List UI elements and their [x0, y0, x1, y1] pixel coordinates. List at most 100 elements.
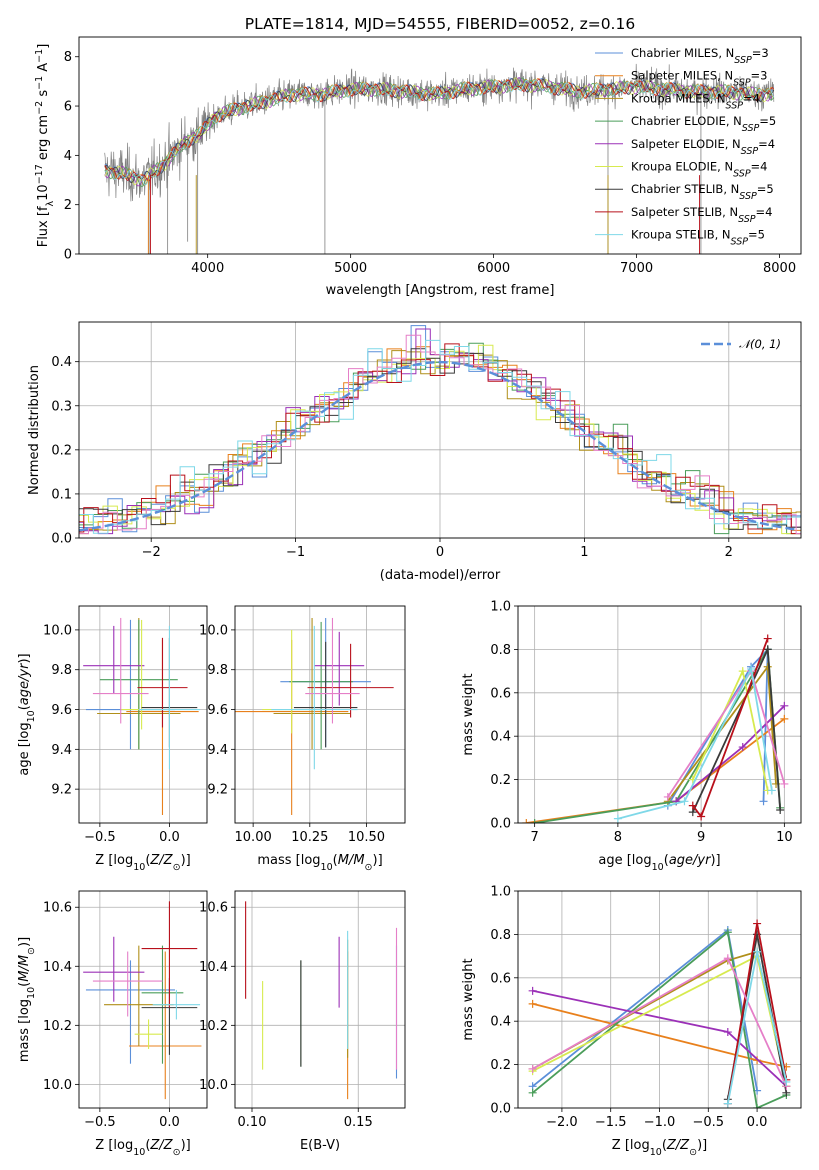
x-tick-label: 7 [531, 830, 539, 845]
x-tick-label: −1.0 [644, 1115, 676, 1130]
y-tick-label: 9.2 [51, 783, 72, 798]
weight-series-2 [526, 718, 785, 823]
y-axis-label: Flux [fλ10−17 erg cm−2 s−1 A−1] [34, 44, 56, 248]
weight-series-1 [532, 928, 758, 1091]
spectrum-panel: 4000 5000 6000 7000 8000 0 2 4 6 8 PLATE=1814, MJD… [34, 15, 802, 298]
legend-entry: Salpeter MILES, NSSP=3 [631, 69, 768, 89]
x-tick-label: 0 [436, 545, 444, 560]
y-tick-label: 0.4 [51, 355, 72, 370]
y-axis-label: mass weight [461, 958, 476, 1040]
x-tick-label: 0.0 [159, 1115, 180, 1130]
legend-entry: Salpeter ELODIE, NSSP=4 [631, 137, 775, 157]
x-tick-label: 0.0 [159, 830, 180, 845]
x-tick-label: 10 [776, 830, 793, 845]
weight-point [613, 814, 622, 823]
weight-point [697, 812, 706, 821]
weight-point [528, 986, 537, 995]
legend-entry: Kroupa ELODIE, NSSP=4 [631, 160, 768, 180]
legend-entry: Chabrier ELODIE, NSSP=5 [631, 114, 776, 134]
legend-entry: Kroupa STELIB, NSSP=5 [631, 228, 765, 248]
legend-entry: Salpeter STELIB, NSSP=4 [631, 205, 772, 225]
x-tick-label: −0.5 [693, 1115, 725, 1130]
legend-entry: Chabrier STELIB, NSSP=5 [631, 182, 774, 202]
weight-point [723, 1099, 732, 1108]
weight-point [723, 1028, 732, 1037]
y-tick-label: 9.2 [207, 783, 228, 798]
y-axis-label: Normed distribution [27, 365, 42, 495]
model-spectrum-7 [104, 77, 775, 184]
weight-lines [528, 919, 791, 1108]
x-tick-label: 8000 [763, 261, 796, 276]
y-tick-label: 9.8 [51, 663, 72, 678]
x-tick-label: −2.0 [546, 1115, 578, 1130]
weight-point [680, 797, 689, 806]
y-tick-label: 9.6 [207, 703, 228, 718]
x-tick-label: 7000 [620, 261, 653, 276]
normal-distribution-curve [79, 360, 799, 532]
y-tick-label: 10.4 [43, 960, 72, 975]
weight-point [688, 801, 697, 810]
weight-point [763, 634, 772, 643]
y-tick-label: 0 [64, 248, 72, 263]
y-tick-label: 10.2 [199, 1019, 228, 1034]
x-tick-label: −0.5 [84, 1115, 116, 1130]
weight-point [738, 667, 747, 676]
y-tick-label: 0.8 [490, 643, 511, 658]
model-spectrum-1 [104, 77, 775, 183]
axes-frame [78, 36, 802, 255]
y-tick-label: 0.0 [51, 532, 72, 547]
y-tick-label: 4 [64, 149, 72, 164]
x-tick-label: 0.0 [747, 1115, 768, 1130]
mass-vs-Z-panel: −0.5 0.0 10.0 10.2 10.4 10.6 Z [log10(Z/Z⊙)] ma… [17, 890, 208, 1158]
axes-frame [234, 605, 406, 824]
weight-point [522, 819, 531, 823]
observed-spectrum [104, 63, 775, 202]
y-tick-label: 10.0 [43, 623, 72, 638]
y-tick-label: 0.2 [490, 1058, 511, 1073]
y-tick-label: 10.0 [43, 1078, 72, 1093]
x-tick-label: −2 [142, 545, 161, 560]
y-tick-label: 0.0 [490, 1102, 511, 1117]
y-tick-label: 9.8 [207, 663, 228, 678]
age-vs-mass-panel: 10.00 10.25 10.50 9.2 9.4 9.6 9.8 10.0 mass [log… [199, 605, 406, 873]
x-axis-label: Z [log10(Z/Z⊙)] [95, 853, 190, 873]
x-tick-label: 10.50 [348, 830, 385, 845]
weight-point [780, 779, 789, 788]
x-tick-label: 9 [697, 830, 705, 845]
y-tick-label: 9.4 [51, 743, 72, 758]
x-tick-label: 4000 [191, 261, 224, 276]
x-tick-label: −1.5 [595, 1115, 627, 1130]
histogram-series-10 [79, 339, 801, 535]
histogram-lines [79, 325, 801, 535]
y-tick-label: 2 [64, 198, 72, 213]
y-tick-label: 8 [64, 50, 72, 65]
mass-vs-EBV-panel: 0.10 0.15 10.0 10.2 10.4 10.6 E(B-V) [199, 890, 406, 1153]
x-tick-label: 6000 [477, 261, 510, 276]
weight-point [528, 999, 537, 1008]
y-tick-label: 10.6 [43, 901, 72, 916]
weight-point [528, 1064, 537, 1073]
model-spectrum-6 [104, 77, 774, 186]
x-tick-label: −1 [286, 545, 305, 560]
y-tick-label: 0.3 [51, 399, 72, 414]
weight-vs-age-panel: 7 8 9 10 0.0 0.2 0.4 0.6 0.8 1.0 age [log10(age/yr… [461, 600, 802, 873]
weight-point [763, 645, 772, 654]
weight-point [723, 928, 732, 937]
weight-series-3 [667, 664, 777, 802]
y-tick-label: 0.0 [490, 817, 511, 832]
axes-frame [78, 605, 208, 824]
weight-lines [522, 634, 789, 823]
x-axis-label: mass [log10(M/M⊙)] [257, 853, 382, 873]
y-axis-label: age [log10(age/yr)] [17, 653, 37, 775]
weight-point [759, 797, 768, 806]
weight-point [767, 786, 776, 795]
y-tick-label: 1.0 [490, 885, 511, 900]
y-axis-label: mass [log10(M/M⊙)] [17, 937, 37, 1062]
x-tick-label: 10.00 [235, 830, 272, 845]
y-tick-label: 9.6 [51, 703, 72, 718]
weight-point [753, 947, 762, 956]
legend-entry: Chabrier MILES, NSSP=3 [631, 46, 769, 66]
weight-point [530, 819, 539, 823]
x-axis-label: age [log10(age/yr)] [598, 853, 720, 873]
y-tick-label: 10.4 [199, 960, 228, 975]
